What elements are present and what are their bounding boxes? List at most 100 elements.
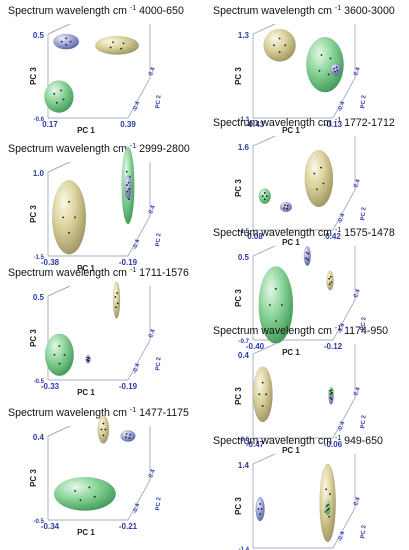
back-frame-line: [252, 343, 276, 355]
cluster-point-green: [261, 195, 264, 198]
pc2-tick-max: 0.4: [353, 496, 362, 507]
cluster-point-blue: [307, 258, 309, 261]
cluster-point-yellow: [320, 166, 322, 169]
pc1-tick-min: -0.47: [246, 440, 265, 449]
cluster-point-yellow: [330, 281, 333, 284]
pc1-tick-max: 0.39: [120, 120, 136, 129]
cluster-point-yellow: [120, 47, 123, 50]
pc2-axis-line: [332, 77, 356, 119]
pc3-axis-label: PC 3: [234, 387, 243, 405]
pc2-axis-label: PC 2: [360, 414, 367, 428]
pc1-axis-label: PC 1: [282, 126, 300, 135]
cluster-point-yellow: [273, 44, 275, 47]
pc1-axis-label: PC 1: [282, 348, 300, 357]
pc1-tick-min: -0.34: [41, 522, 60, 531]
cluster-point-yellow: [62, 216, 65, 219]
cluster-point-blue: [335, 66, 338, 69]
cluster-point-blue: [129, 433, 132, 436]
cluster-ellipse-green: [44, 333, 74, 377]
title-main: Spectrum wavelength cm: [213, 5, 335, 17]
pc2-axis-line: [127, 479, 151, 521]
cluster-point-green: [128, 198, 131, 200]
title-superscript: -1: [335, 325, 341, 332]
cluster-ellipse-blue: [120, 430, 136, 442]
cluster-point-yellow: [74, 216, 76, 219]
pc3-tick-min: -1.5: [239, 229, 250, 235]
pc1-axis-label: PC 1: [77, 528, 95, 537]
cluster-point-green: [320, 54, 323, 56]
pc1-axis-label: PC 1: [77, 126, 95, 135]
cluster-point-green: [74, 490, 77, 492]
cluster-point-yellow: [278, 51, 281, 53]
pc1-tick-min: -0.40: [246, 342, 265, 351]
title-main: Spectrum wavelength cm: [213, 325, 335, 337]
cluster-ellipse-green: [258, 266, 294, 344]
pc3-tick-min: -0.6: [239, 437, 250, 443]
cluster-ellipse-yellow: [112, 281, 121, 319]
pc2-tick-min: -0.4: [337, 212, 346, 224]
cluster-point-blue: [329, 397, 332, 399]
cluster-point-yellow: [102, 434, 105, 437]
back-frame-line: [252, 23, 276, 35]
cluster-ellipse-green: [306, 37, 344, 93]
pc3-axis-label: PC 3: [234, 497, 243, 515]
cluster-point-blue: [65, 43, 68, 46]
cluster-point-green: [62, 98, 65, 101]
cluster-point-green: [327, 507, 330, 510]
cluster-ellipse-blue: [303, 246, 311, 267]
cluster-point-blue: [260, 508, 263, 510]
cluster-point-yellow: [265, 393, 268, 396]
cluster-point-yellow: [328, 277, 330, 280]
cluster-ellipse-blue: [85, 354, 91, 364]
pc2-tick-max: 0.4: [353, 66, 362, 77]
panel-title: Spectrum wavelength cm -1 1477-1175: [8, 407, 189, 419]
cluster-point-yellow: [278, 37, 281, 40]
pca-panel-9: Spectrum wavelength cm -1 949-650 1.4 -1.4…: [213, 435, 383, 550]
cluster-ellipse-yellow: [97, 415, 110, 444]
pc1-tick-max: -0.06: [324, 440, 343, 449]
panel-title: Spectrum wavelength cm -1 1174-950: [213, 325, 388, 337]
cluster-point-yellow: [328, 283, 331, 286]
cluster-point-green: [60, 89, 62, 92]
cluster-point-green: [53, 353, 56, 356]
pc3-tick-max: 0.4: [238, 351, 250, 360]
title-main: Spectrum wavelength cm: [8, 267, 130, 279]
cluster-ellipse-yellow: [52, 180, 87, 255]
pc3-tick-max: 0.5: [33, 31, 45, 40]
pc1-tick-max: -0.19: [119, 382, 138, 391]
pc2-axis-line: [127, 77, 151, 119]
title-main: Spectrum wavelength cm: [8, 143, 130, 155]
cluster-point-yellow: [114, 296, 117, 298]
pc3-axis-label: PC 3: [29, 205, 38, 223]
title-range: 4000-650: [136, 5, 184, 17]
back-frame-line: [47, 425, 71, 437]
title-superscript: -1: [335, 117, 341, 124]
cluster-point-yellow: [109, 46, 112, 49]
cluster-point-yellow: [68, 200, 70, 203]
pca-panel-4: Spectrum wavelength cm -1 1772-1712 1.6 -1…: [213, 117, 395, 247]
pc3-axis-label: PC 3: [29, 469, 38, 487]
back-frame-line: [47, 161, 71, 173]
cluster-point-yellow: [104, 428, 107, 431]
panel-title: Spectrum wavelength cm -1 1575-1478: [213, 227, 395, 239]
cluster-point-yellow: [313, 172, 316, 175]
pc2-tick-max: 0.4: [148, 204, 157, 215]
cluster-point-blue: [333, 70, 336, 73]
pc3-axis-label: PC 3: [234, 67, 243, 85]
cluster-point-blue: [336, 69, 339, 72]
cluster-point-blue: [259, 513, 262, 515]
cluster-ellipse-blue: [279, 201, 293, 213]
cluster-point-yellow: [315, 188, 318, 191]
pc1-axis-label: PC 1: [77, 264, 95, 273]
cluster-point-green: [53, 92, 56, 95]
cluster-point-blue: [286, 207, 288, 210]
pc2-axis-label: PC 2: [155, 496, 162, 510]
panel-title: Spectrum wavelength cm -1 1711-1576: [8, 267, 189, 279]
title-superscript: -1: [335, 5, 341, 12]
title-range: 1575-1478: [341, 227, 395, 239]
pc2-tick-max: 0.4: [148, 468, 157, 479]
title-main: Spectrum wavelength cm: [213, 227, 335, 239]
cluster-point-green: [265, 195, 268, 198]
cluster-point-green: [263, 198, 266, 201]
